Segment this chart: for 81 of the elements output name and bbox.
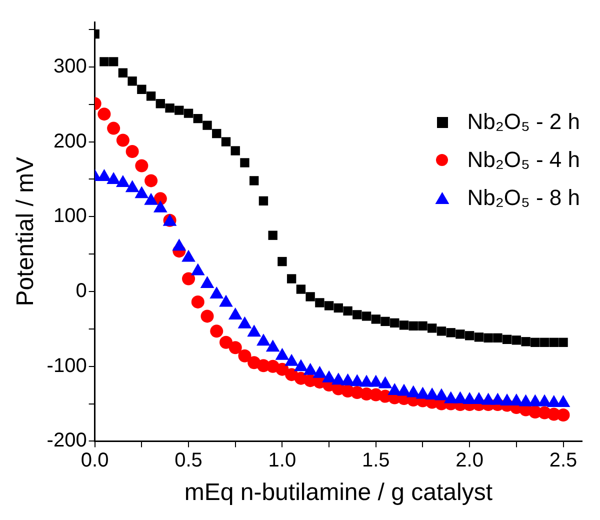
point bbox=[146, 92, 156, 101]
point bbox=[250, 176, 259, 186]
point bbox=[408, 321, 418, 331]
point bbox=[315, 298, 324, 308]
point bbox=[135, 159, 148, 172]
point bbox=[558, 338, 568, 347]
point bbox=[390, 318, 400, 328]
point bbox=[126, 145, 139, 158]
point bbox=[219, 336, 232, 349]
point bbox=[108, 57, 118, 66]
point bbox=[278, 256, 287, 266]
legend-label: Nb₂O₅ - 8 h bbox=[467, 185, 580, 211]
point bbox=[296, 284, 306, 294]
y-axis-title: Potential / mV bbox=[12, 156, 40, 306]
point bbox=[230, 146, 240, 156]
point bbox=[193, 114, 202, 124]
point bbox=[212, 128, 222, 138]
y-tick-label: -200 bbox=[46, 430, 87, 452]
point bbox=[428, 324, 437, 333]
point bbox=[200, 310, 214, 323]
point bbox=[258, 196, 268, 206]
point bbox=[98, 108, 111, 121]
y-tick-label: -100 bbox=[46, 354, 87, 377]
point bbox=[343, 306, 352, 316]
point bbox=[210, 324, 224, 338]
x-tick-label: 1.0 bbox=[268, 450, 296, 472]
point bbox=[240, 158, 250, 168]
point bbox=[202, 120, 212, 130]
x-tick-label: 0.0 bbox=[80, 450, 109, 472]
point bbox=[352, 310, 362, 320]
point bbox=[334, 303, 344, 313]
point bbox=[512, 336, 522, 345]
point bbox=[484, 333, 493, 342]
point bbox=[474, 332, 484, 342]
point bbox=[540, 338, 550, 347]
x-tick-label: 1.5 bbox=[362, 450, 390, 472]
point bbox=[556, 408, 570, 422]
point bbox=[118, 68, 128, 78]
point bbox=[221, 137, 231, 146]
y-tick-label: 100 bbox=[53, 205, 87, 228]
point bbox=[464, 331, 474, 340]
point bbox=[324, 301, 334, 310]
point bbox=[191, 295, 204, 308]
point bbox=[286, 274, 296, 284]
point bbox=[165, 103, 174, 113]
point bbox=[446, 328, 456, 338]
point bbox=[362, 312, 372, 321]
point bbox=[399, 320, 409, 330]
point bbox=[228, 341, 242, 354]
point bbox=[144, 174, 158, 188]
x-tick-label: 2.0 bbox=[456, 450, 484, 472]
point bbox=[128, 76, 137, 86]
point bbox=[493, 333, 502, 342]
point bbox=[107, 122, 120, 135]
point bbox=[371, 314, 380, 324]
point bbox=[306, 292, 315, 302]
point bbox=[502, 334, 512, 344]
point bbox=[530, 338, 540, 347]
point bbox=[436, 326, 446, 336]
point bbox=[156, 99, 166, 108]
point bbox=[418, 321, 428, 331]
legend-label: Nb₂O₅ - 4 h bbox=[467, 147, 580, 173]
point bbox=[380, 316, 390, 326]
point bbox=[174, 106, 184, 115]
x-axis-title: mEq n-butilamine / g catalyst bbox=[184, 479, 493, 506]
point bbox=[549, 338, 558, 347]
x-tick-label: 2.5 bbox=[549, 450, 578, 472]
point bbox=[100, 57, 109, 66]
point bbox=[238, 349, 252, 362]
x-tick-label: 0.5 bbox=[174, 450, 202, 472]
point bbox=[456, 330, 465, 339]
y-tick-label: 200 bbox=[53, 130, 87, 152]
legend-label: Nb₂O₅ - 2 h bbox=[467, 109, 580, 135]
y-tick-label: 300 bbox=[53, 55, 87, 78]
point bbox=[268, 230, 278, 240]
point bbox=[137, 84, 146, 94]
y-tick-label: 0 bbox=[76, 280, 87, 302]
point bbox=[116, 134, 130, 147]
point bbox=[182, 272, 196, 286]
point bbox=[521, 337, 530, 346]
point bbox=[184, 108, 194, 118]
